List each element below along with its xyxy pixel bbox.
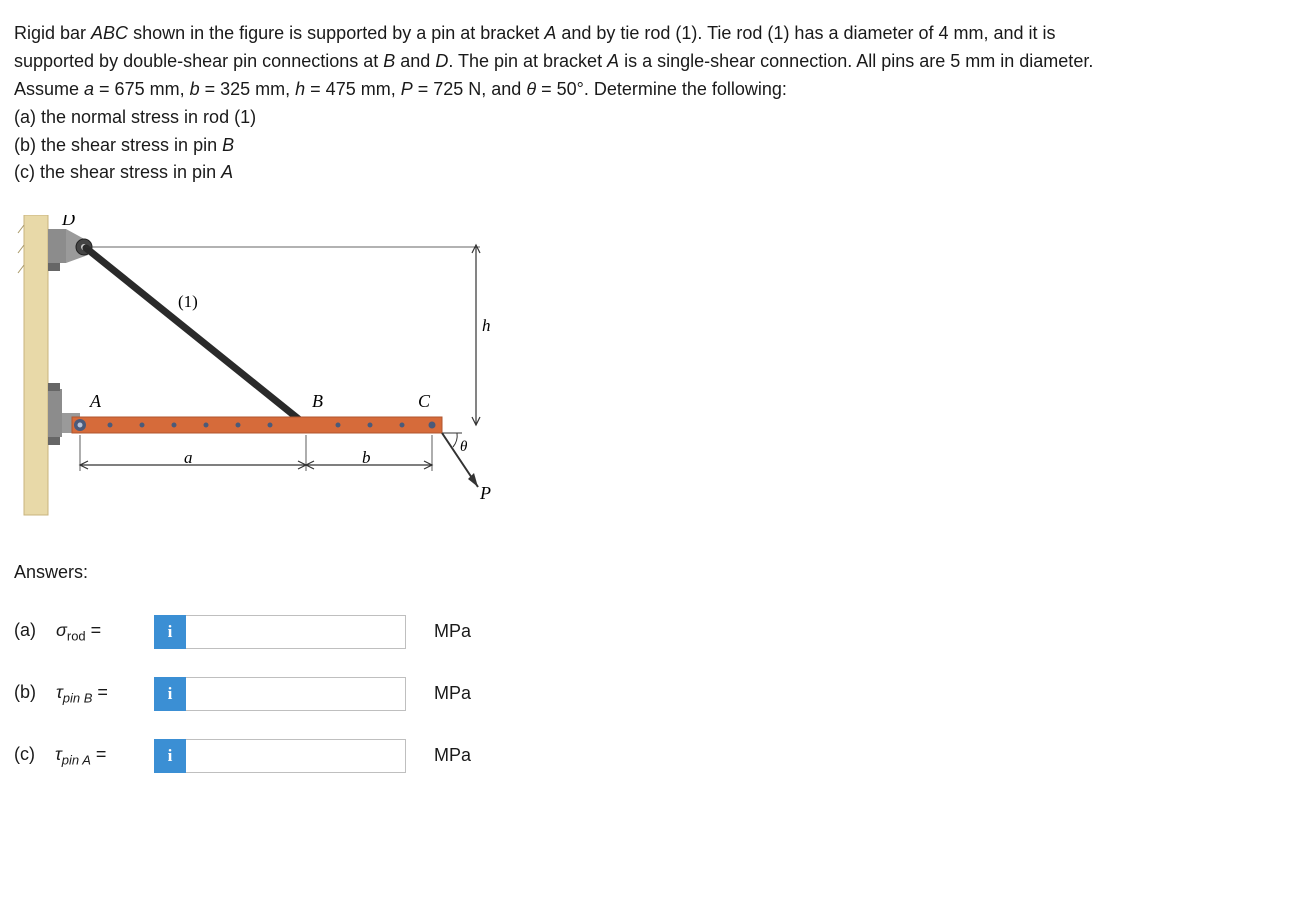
label-c: C (418, 391, 431, 411)
answer-input-a[interactable] (186, 615, 406, 649)
var-p: P (401, 79, 413, 99)
text: supported by double-shear pin connection… (14, 51, 383, 71)
answer-row-b: (b) τpin B = i MPa (14, 677, 1278, 711)
tie-rod (86, 248, 306, 425)
answer-label-b: (b) τpin B = (14, 679, 154, 709)
label-b: B (312, 391, 323, 411)
info-button[interactable]: i (154, 615, 186, 649)
var-a: A (607, 51, 619, 71)
label-rod: (1) (178, 292, 198, 311)
prefix: (b) (14, 682, 36, 702)
text: Rigid bar (14, 23, 91, 43)
equals: = (86, 620, 102, 640)
var-theta: θ (526, 79, 536, 99)
answer-input-c[interactable] (186, 739, 406, 773)
text: and (395, 51, 435, 71)
figure-svg: D A B C (1) a b h θ P (14, 215, 494, 535)
answer-input-b[interactable] (186, 677, 406, 711)
figure: D A B C (1) a b h θ P (14, 215, 494, 535)
info-button[interactable]: i (154, 739, 186, 773)
text: shown in the figure is supported by a pi… (128, 23, 544, 43)
symbol: σ (56, 620, 67, 640)
var-b: B (222, 135, 234, 155)
unit: MPa (434, 742, 471, 770)
label-a-dim: a (184, 448, 193, 467)
unit: MPa (434, 618, 471, 646)
prefix: (a) (14, 620, 36, 640)
label-a: A (89, 391, 102, 411)
problem-statement: Rigid bar ABC shown in the figure is sup… (14, 20, 1278, 187)
text: = 475 mm, (305, 79, 401, 99)
problem-part-b: (b) the shear stress in pin B (14, 132, 1278, 160)
text: (c) the shear stress in pin (14, 162, 221, 182)
equals: = (91, 744, 107, 764)
prefix: (c) (14, 744, 35, 764)
rigid-bar (72, 417, 442, 433)
text: Assume (14, 79, 84, 99)
label-theta: θ (460, 439, 468, 455)
var-a: A (221, 162, 233, 182)
answer-label-c: (c) τpin A = (14, 741, 154, 771)
var-d: D (435, 51, 448, 71)
text: (b) the shear stress in pin (14, 135, 222, 155)
label-b-dim: b (362, 448, 371, 467)
symbol: τ (56, 682, 63, 702)
answer-row-c: (c) τpin A = i MPa (14, 739, 1278, 773)
subscript: pin B (63, 691, 93, 706)
symbol: τ (55, 744, 62, 764)
problem-line-2: supported by double-shear pin connection… (14, 48, 1278, 76)
label-p: P (479, 483, 491, 503)
text: = 50°. Determine the following: (536, 79, 787, 99)
text: . The pin at bracket (448, 51, 607, 71)
answer-label-a: (a) σrod = (14, 617, 154, 647)
wall (24, 215, 48, 515)
answer-row-a: (a) σrod = i MPa (14, 615, 1278, 649)
subscript: pin A (62, 753, 91, 768)
problem-part-a: (a) the normal stress in rod (1) (14, 104, 1278, 132)
text: = 725 N, and (413, 79, 527, 99)
problem-part-c: (c) the shear stress in pin A (14, 159, 1278, 187)
var-a-dim: a (84, 79, 94, 99)
text: = 325 mm, (200, 79, 296, 99)
bracket-a (48, 383, 80, 445)
text: is a single-shear connection. All pins a… (619, 51, 1093, 71)
problem-line-3: Assume a = 675 mm, b = 325 mm, h = 475 m… (14, 76, 1278, 104)
equals: = (92, 682, 108, 702)
var-b-dim: b (190, 79, 200, 99)
text: and by tie rod (1). Tie rod (1) has a di… (556, 23, 1055, 43)
var-a: A (544, 23, 556, 43)
unit: MPa (434, 680, 471, 708)
answers-heading: Answers: (14, 559, 1278, 587)
var-h-dim: h (295, 79, 305, 99)
info-button[interactable]: i (154, 677, 186, 711)
label-h-dim: h (482, 316, 491, 335)
subscript: rod (67, 629, 86, 644)
var-b: B (383, 51, 395, 71)
text: = 675 mm, (94, 79, 190, 99)
var-abc: ABC (91, 23, 128, 43)
label-d: D (61, 215, 75, 229)
problem-line-1: Rigid bar ABC shown in the figure is sup… (14, 20, 1278, 48)
